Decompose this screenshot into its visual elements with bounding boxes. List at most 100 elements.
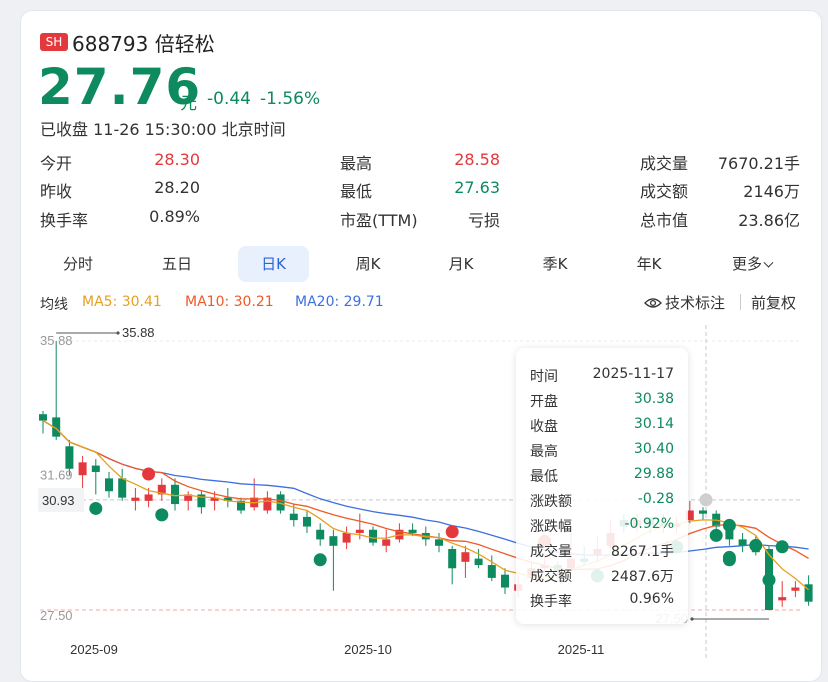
tab-quarterly-k[interactable]: 季K [542,255,568,273]
eye-icon [644,298,662,308]
candle-body [118,478,127,498]
candle-tooltip: 时间 2025-11-17 开盘 30.38 收盘 30.14 最高 30.40 最低 29.88… [516,348,688,624]
amount-value: 2146万 [743,182,800,201]
kline-chart[interactable]: 35.8831.6927.5030.9335.8827.502025-09202… [0,0,828,666]
candle-body [105,478,113,492]
tooltip-row-label: 涨跌幅 [530,519,572,535]
candle-body [355,529,364,533]
candle-body [263,497,272,511]
current-price: 27.76 [38,58,202,116]
candle-body [778,597,787,601]
event-marker-down [155,508,169,522]
candle-body [448,549,457,569]
turnover-value: 0.89% [149,207,200,226]
tooltip-row-label: 换手率 [530,594,572,610]
volume-label: 成交量 [640,154,689,173]
tooltip-row-label: 最低 [530,469,558,485]
tooltip-row-value: 8267.1手 [611,544,674,560]
event-marker-down [313,553,327,567]
tab-weekly-k[interactable]: 周K [355,255,381,273]
candle-body [487,565,496,578]
candle-body [791,587,800,591]
open-label: 今开 [40,154,73,173]
candle-body [276,494,285,511]
tooltip-row-label: 收盘 [530,419,558,435]
ma-legend-label: 均线 [40,297,68,313]
low-value: 27.63 [454,178,500,197]
tooltip-row-value: 30.14 [633,416,674,432]
candle-body [303,516,311,527]
tooltip-row-label: 最高 [530,444,558,460]
tab-more[interactable]: 更多 [712,246,792,282]
event-marker-down [722,550,736,564]
candle-body [382,539,391,546]
price-change: -0.44 [207,89,251,109]
tooltip-row-label: 时间 [530,369,558,385]
candle-body [65,446,74,469]
y-tick-label: 31.69 [40,468,73,483]
volume-value: 7670.21手 [717,154,800,173]
candle-body [39,414,47,421]
price-change-pct: -1.56% [260,89,321,109]
ma5-legend: MA5: 30.41 [82,294,162,310]
mcap-label: 总市值 [640,211,689,230]
candle-body [78,462,87,476]
candle-body [738,539,747,546]
event-marker-down [722,518,736,532]
tooltip-row-value: -0.92% [624,516,674,532]
price-unit: 元 [180,94,197,114]
open-value: 28.30 [154,150,200,169]
event-marker-down [749,538,763,552]
candle-body [237,500,245,511]
tech-annotation-label: 技术标注 [665,294,726,312]
market-status: 已收盘 11-26 15:30:00 北京时间 [40,120,286,139]
candle-body [369,529,377,543]
tab-monthly-k[interactable]: 月K [448,255,474,273]
stock-title: 688793 倍轻松 [72,32,215,56]
min-marker-dot [690,617,694,621]
event-marker-down [709,528,723,542]
candle-body [197,494,206,508]
tooltip-row-label: 成交量 [530,544,572,560]
event-marker-down [89,501,103,515]
pe-value: 亏损 [467,211,500,230]
tech-annotation-button[interactable]: 技术标注 [644,292,725,313]
candle-body [52,417,61,437]
candle-body [316,529,325,540]
event-marker-up [445,525,459,539]
tab-intraday[interactable]: 分时 [62,255,93,273]
amount-label: 成交额 [640,182,689,201]
forward-adjust-button[interactable]: 前复权 [751,294,797,312]
turnover-label: 换手率 [40,211,89,230]
ma10-legend: MA10: 30.21 [185,294,274,310]
candle-body [699,510,707,514]
candle-body [210,497,219,501]
tab-five-day[interactable]: 五日 [161,255,192,273]
candle-body [131,497,140,501]
x-tick-label: 2025-11 [558,642,605,657]
candle-body [501,574,509,588]
tooltip-row-value: 29.88 [633,466,674,482]
tooltip-row-value: 30.38 [633,391,674,407]
y-tick-label: 27.50 [40,608,73,623]
ma5-line [42,420,810,591]
max-marker-dot [116,331,120,335]
crosshair-value-box [38,487,84,512]
candle-body [184,494,193,501]
event-marker-down [775,540,789,554]
tab-yearly-k[interactable]: 年K [636,255,662,273]
exchange-badge: SH [40,33,68,51]
crosshair-point [699,493,713,507]
ma20-legend: MA20: 29.71 [295,294,384,310]
low-label: 最低 [340,182,373,201]
tooltip-row-value: 2025-11-17 [592,366,674,382]
event-marker-up [142,467,156,481]
candle-body [144,494,153,501]
mcap-value: 23.86亿 [738,211,800,230]
tab-daily-k[interactable]: 日K [238,246,309,282]
tooltip-row-value: 2487.6万 [611,569,674,585]
pe-label: 市盈(TTM) [340,211,418,230]
prev-close-label: 昨收 [40,182,73,201]
candle-body [171,484,179,505]
tooltip-row-value: 0.96% [629,591,674,607]
